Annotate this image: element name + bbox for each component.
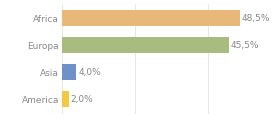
Text: 2,0%: 2,0%: [71, 95, 94, 104]
Bar: [62, 10, 240, 27]
Bar: [62, 64, 76, 80]
Text: 48,5%: 48,5%: [241, 14, 270, 23]
Text: 45,5%: 45,5%: [230, 41, 259, 50]
Bar: [62, 91, 69, 107]
Bar: [62, 37, 228, 53]
Text: 4,0%: 4,0%: [78, 68, 101, 77]
